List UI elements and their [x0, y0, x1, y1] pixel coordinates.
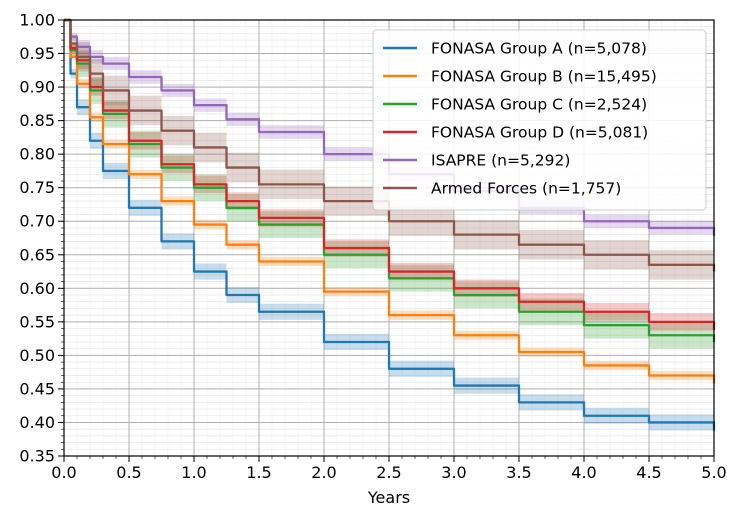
x-axis: 0.0 0.5 1.0 1.5 2.0 2.5 3.0 3.5 4.0 4.5 5.0	[51, 456, 727, 482]
y-tick-label: 0.80	[19, 145, 55, 164]
y-tick-label: 0.90	[19, 78, 55, 97]
y-tick-label: 0.75	[19, 178, 55, 197]
legend-label: Armed Forces (n=1,757)	[431, 180, 621, 198]
y-tick-label: 0.60	[19, 279, 55, 298]
y-tick-label: 0.35	[19, 447, 55, 466]
y-tick-label: 0.85	[19, 111, 55, 130]
x-tick-label: 4.5	[636, 463, 661, 482]
y-tick-label: 0.45	[19, 379, 55, 398]
x-tick-label: 1.5	[246, 463, 271, 482]
y-tick-label: 0.95	[19, 44, 55, 63]
series-line	[64, 18, 716, 384]
x-tick-label: 4.0	[571, 463, 596, 482]
y-tick-label: 0.50	[19, 346, 55, 365]
y-tick-label: 0.55	[19, 312, 55, 331]
x-axis-title: Years	[367, 488, 410, 507]
legend-label: FONASA Group D (n=5,081)	[431, 124, 648, 142]
legend-label: FONASA Group A (n=5,078)	[431, 40, 647, 58]
y-tick-label: 0.65	[19, 245, 55, 264]
y-axis: 0.35 0.40 0.45 0.50 0.55 0.60 0.65 0.70 0.75 0.80…	[19, 11, 64, 466]
x-tick-label: 2.0	[311, 463, 336, 482]
legend: FONASA Group A (n=5,078) FONASA Group B (…	[372, 29, 707, 211]
y-tick-label: 0.40	[19, 413, 55, 432]
x-tick-label: 0.0	[51, 463, 76, 482]
series-line	[64, 18, 716, 272]
y-tick-label: 1.00	[19, 11, 55, 30]
x-tick-label: 3.5	[506, 463, 531, 482]
x-tick-label: 0.5	[116, 463, 141, 482]
legend-label: FONASA Group C (n=2,524)	[431, 96, 647, 114]
x-tick-label: 2.5	[376, 463, 401, 482]
x-tick-label: 1.0	[181, 463, 206, 482]
legend-box	[372, 29, 707, 211]
x-tick-label: 3.0	[441, 463, 466, 482]
legend-label: ISAPRE (n=5,292)	[431, 152, 570, 170]
x-tick-label: 5.0	[701, 463, 726, 482]
legend-label: FONASA Group B (n=15,495)	[431, 68, 657, 86]
y-tick-label: 0.70	[19, 212, 55, 231]
